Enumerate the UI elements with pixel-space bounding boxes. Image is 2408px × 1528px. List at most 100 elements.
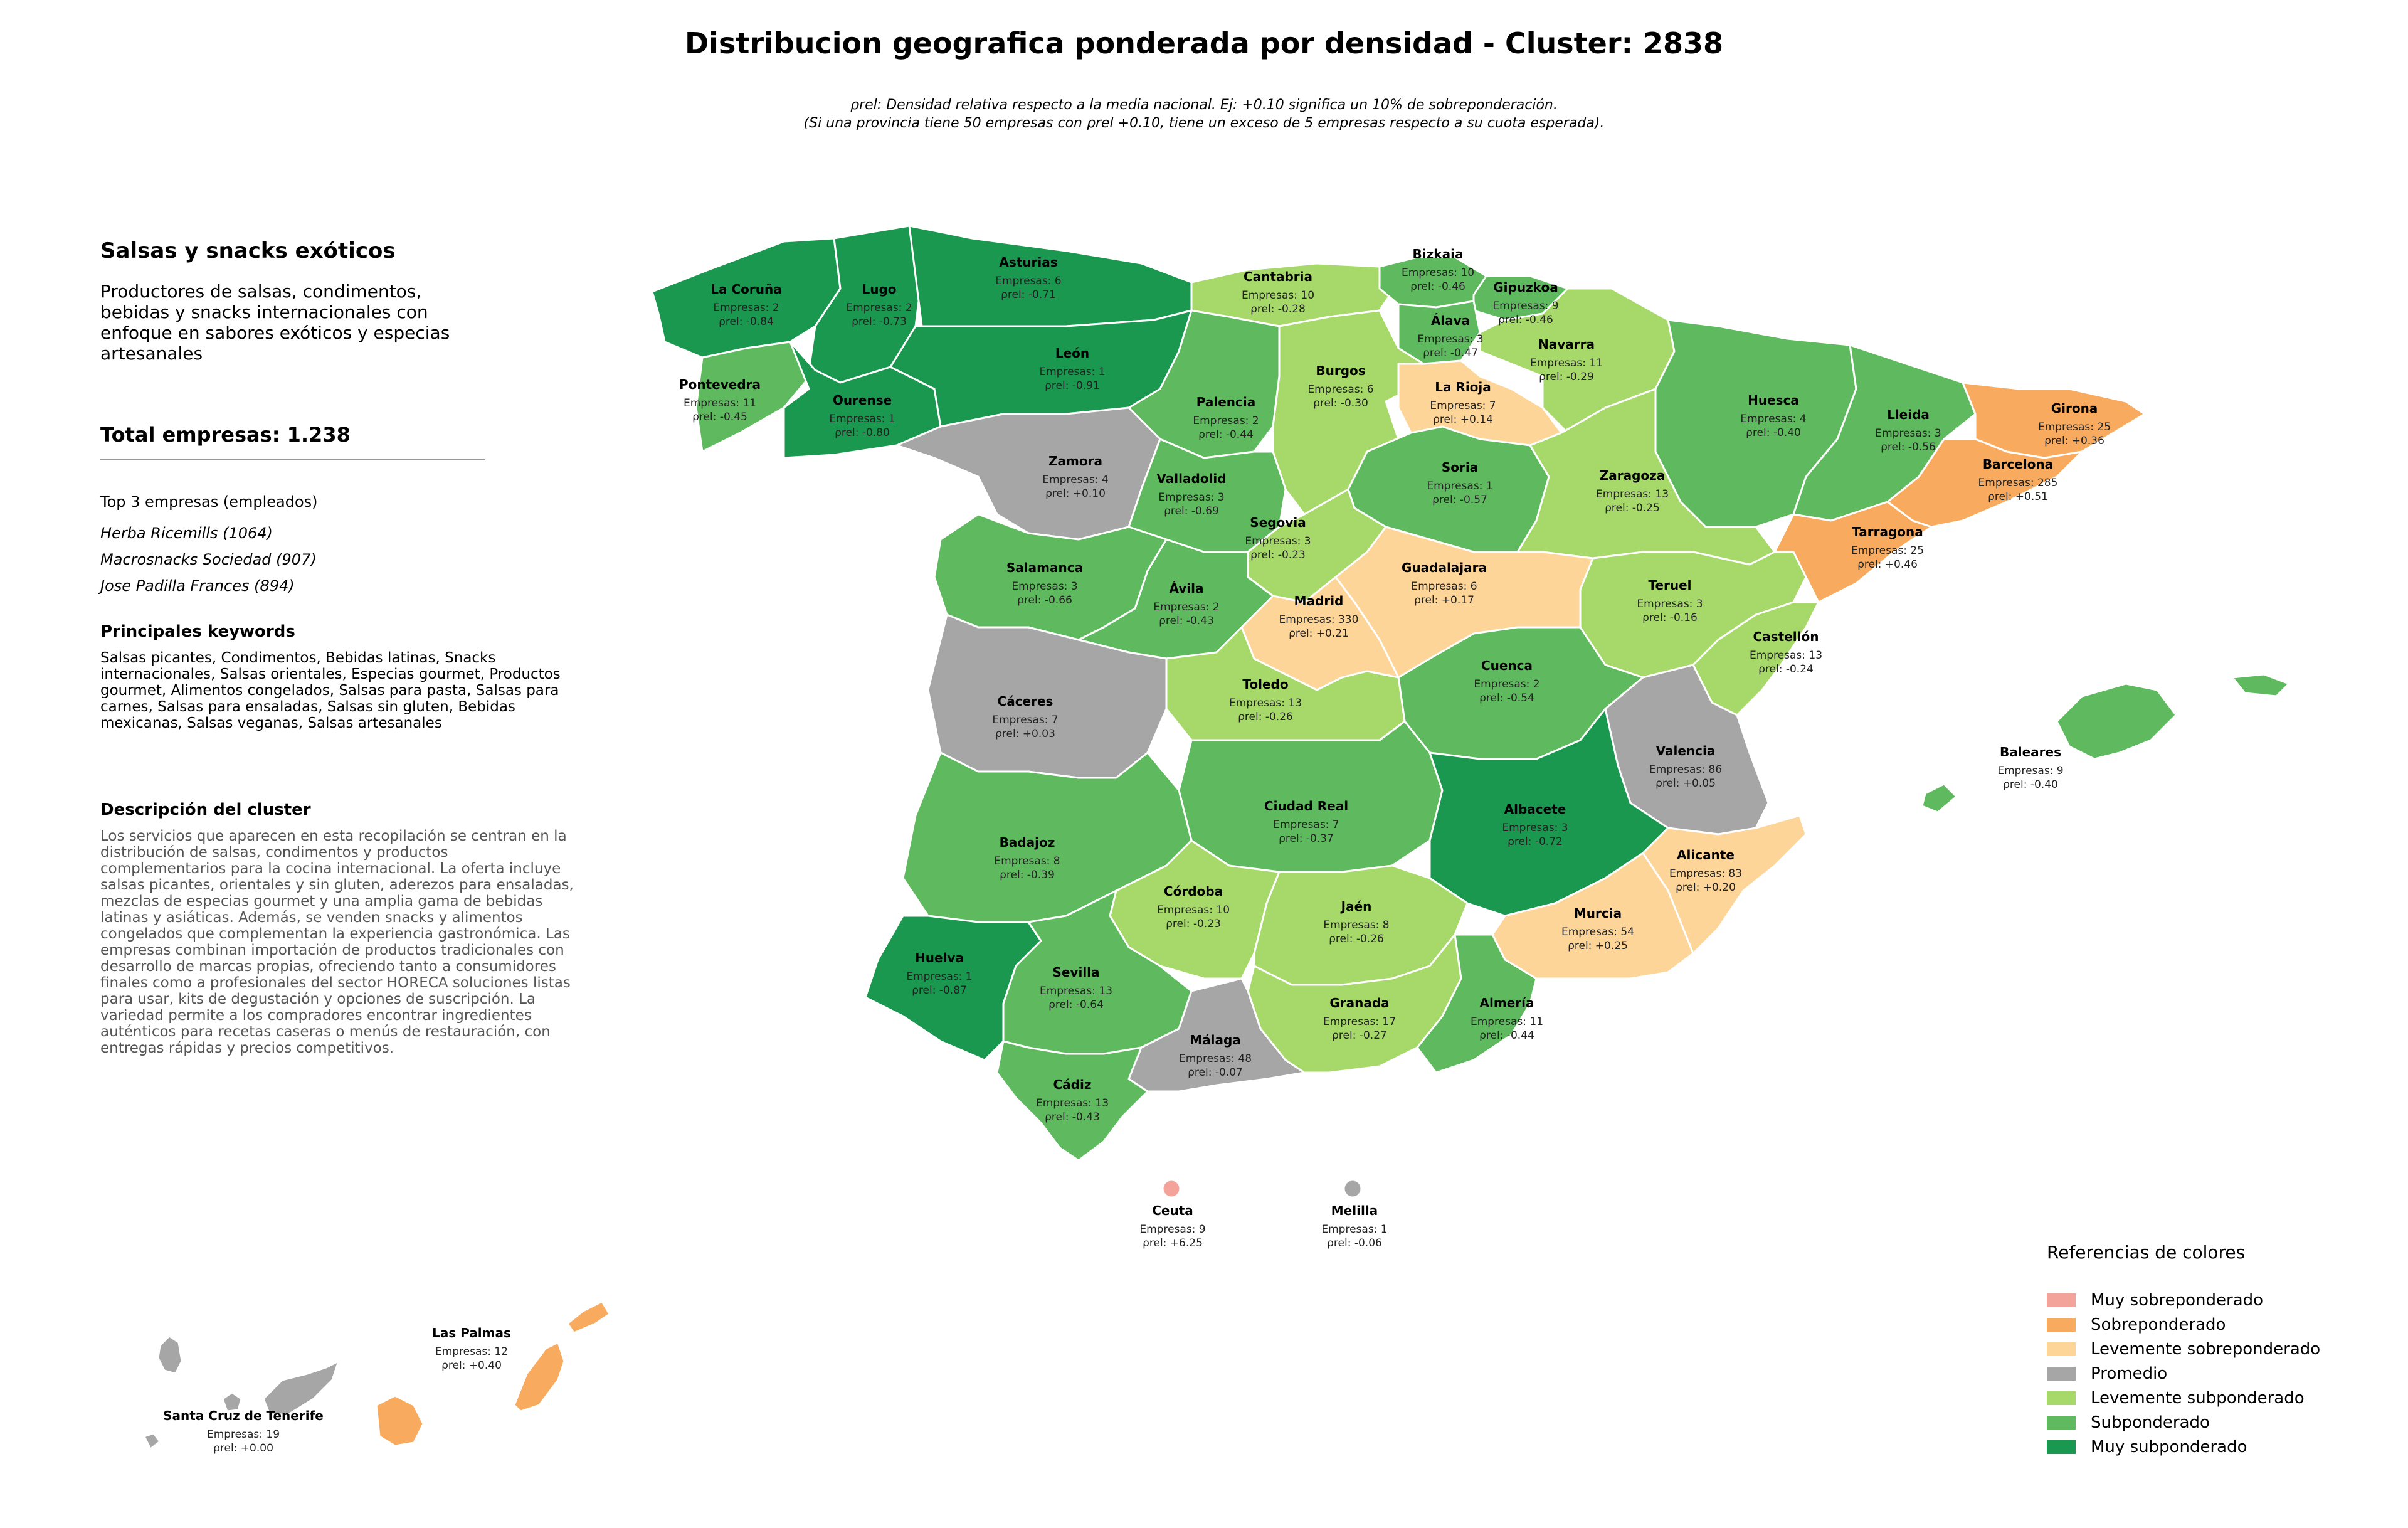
province-companies: Empresas: 9 <box>1997 765 2063 777</box>
province-density: ρrel: -0.28 <box>1250 303 1306 316</box>
province-companies: Empresas: 7 <box>1273 819 1339 831</box>
province-label-la-coruna: La Coruña Empresas: 2 ρrel: -0.84 <box>710 282 781 328</box>
province-name: Pontevedra <box>679 377 761 392</box>
province-label-caceres: Cáceres Empresas: 7 ρrel: +0.03 <box>992 694 1058 740</box>
legend-swatch <box>2047 1342 2076 1356</box>
legend-swatch <box>2047 1317 2076 1332</box>
cluster-heading: Salsas y snacks exóticos <box>100 238 396 263</box>
province-label-gipuzkoa: Gipuzkoa Empresas: 9 ρrel: -0.46 <box>1492 280 1558 326</box>
province-name: Soria <box>1442 460 1478 475</box>
province-companies: Empresas: 9 <box>1139 1223 1205 1236</box>
legend-swatch <box>2047 1415 2076 1430</box>
province-malaga[interactable] <box>1127 977 1306 1093</box>
province-las-palmas[interactable] <box>375 1300 611 1447</box>
province-companies: Empresas: 1 <box>1039 366 1105 378</box>
province-companies: Empresas: 6 <box>1307 383 1373 396</box>
legend-swatch <box>2047 1366 2076 1381</box>
province-label-cordoba: Córdoba Empresas: 10 ρrel: -0.23 <box>1157 884 1230 930</box>
province-density: ρrel: +0.40 <box>441 1359 502 1372</box>
province-almeria[interactable] <box>1416 933 1538 1074</box>
province-density: ρrel: +0.25 <box>1568 940 1628 952</box>
province-name: Madrid <box>1294 593 1344 608</box>
province-companies: Empresas: 6 <box>1411 580 1477 593</box>
province-name: Ávila <box>1169 581 1203 596</box>
province-companies: Empresas: 17 <box>1323 1016 1396 1028</box>
province-companies: Empresas: 3 <box>1637 598 1703 610</box>
province-density: ρrel: +0.14 <box>1433 413 1493 426</box>
province-name: Toledo <box>1242 677 1288 692</box>
legend-item: Sobreponderado <box>2047 1312 2320 1337</box>
province-density: ρrel: +0.21 <box>1289 627 1349 640</box>
province-density: ρrel: -0.46 <box>1410 280 1465 293</box>
province-zamora[interactable] <box>895 406 1161 541</box>
province-ciudad-real[interactable] <box>1178 720 1444 873</box>
province-density: ρrel: +0.20 <box>1676 881 1736 894</box>
province-ceuta[interactable] <box>1161 1179 1181 1199</box>
legend-swatch <box>2047 1440 2076 1454</box>
province-density: ρrel: -0.91 <box>1045 379 1100 392</box>
province-companies: Empresas: 12 <box>435 1345 508 1358</box>
province-tarragona[interactable] <box>1773 501 1933 603</box>
province-companies: Empresas: 2 <box>1193 415 1259 427</box>
province-la-coruna[interactable] <box>651 237 842 359</box>
province-label-girona: Girona Empresas: 25 ρrel: +0.36 <box>2038 401 2111 447</box>
density-note-line1: ρrel: Densidad relativa respecto a la me… <box>850 97 1558 113</box>
province-companies: Empresas: 1 <box>1427 480 1492 492</box>
province-density: ρrel: -0.29 <box>1539 371 1594 383</box>
province-companies: Empresas: 2 <box>713 302 779 314</box>
province-density: ρrel: -0.26 <box>1238 711 1293 723</box>
province-density: ρrel: -0.57 <box>1432 494 1487 506</box>
province-density: ρrel: -0.66 <box>1017 594 1072 607</box>
province-companies: Empresas: 11 <box>1530 357 1603 369</box>
province-density: ρrel: -0.23 <box>1250 549 1306 561</box>
province-name: Lleida <box>1887 407 1930 422</box>
province-density: ρrel: -0.80 <box>835 427 890 439</box>
province-density: ρrel: -0.69 <box>1164 505 1219 517</box>
province-companies: Empresas: 3 <box>1245 535 1311 548</box>
province-name: Jaén <box>1340 899 1372 914</box>
province-name: Sevilla <box>1052 965 1099 980</box>
province-companies: Empresas: 8 <box>994 855 1060 867</box>
province-density: ρrel: -0.44 <box>1198 428 1254 441</box>
cluster-desc-text: Los servicios que aparecen en esta recop… <box>100 828 574 1056</box>
province-cadiz[interactable] <box>996 1040 1149 1162</box>
province-density: ρrel: -0.16 <box>1642 612 1698 624</box>
top3-item-1: Herba Ricemills (1064) <box>100 524 273 542</box>
province-label-badajoz: Badajoz Empresas: 8 ρrel: -0.39 <box>994 835 1060 881</box>
province-castellon[interactable] <box>1692 601 1820 716</box>
province-density: ρrel: -0.84 <box>719 316 774 328</box>
province-melilla[interactable] <box>1343 1179 1363 1199</box>
province-name: Palencia <box>1196 395 1255 410</box>
province-name: Asturias <box>999 255 1057 270</box>
legend-label: Sobreponderado <box>2091 1315 2226 1334</box>
legend-label: Promedio <box>2091 1364 2168 1383</box>
top3-title: Top 3 empresas (empleados) <box>100 493 318 511</box>
province-label-teruel: Teruel Empresas: 3 ρrel: -0.16 <box>1637 578 1703 624</box>
province-density: ρrel: +0.36 <box>2044 435 2104 447</box>
province-name: Albacete <box>1504 802 1566 817</box>
province-companies: Empresas: 13 <box>1596 488 1669 501</box>
province-girona[interactable] <box>1962 381 2146 459</box>
province-density: ρrel: -0.43 <box>1159 615 1214 627</box>
legend-item: Muy sobreponderado <box>2047 1288 2320 1312</box>
province-santa-cruz[interactable] <box>143 1335 340 1450</box>
province-name: Ceuta <box>1152 1203 1193 1218</box>
province-density: ρrel: -0.37 <box>1279 832 1334 845</box>
province-companies: Empresas: 4 <box>1740 413 1806 425</box>
province-baleares[interactable] <box>1921 673 2290 814</box>
province-density: ρrel: -0.45 <box>692 411 747 423</box>
legend-item: Muy subponderado <box>2047 1435 2320 1459</box>
